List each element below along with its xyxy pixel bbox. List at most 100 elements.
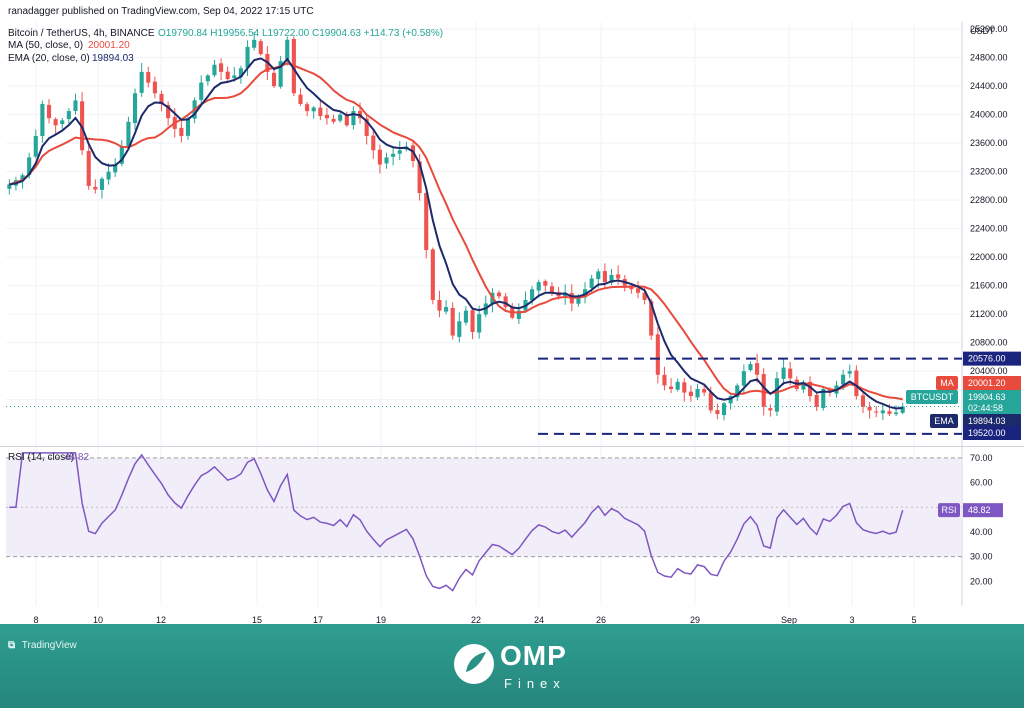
- tradingview-logo-icon: ⧉: [8, 640, 16, 651]
- candle-body: [371, 135, 376, 151]
- candle-body: [900, 406, 905, 413]
- top-bar: ranadagger published on TradingView.com,…: [0, 0, 1024, 22]
- candle-body: [132, 93, 138, 124]
- candle-body: [205, 75, 210, 82]
- candle-body: [338, 114, 343, 121]
- symbol-label: Bitcoin / TetherUS, 4h, BINANCE: [8, 28, 155, 39]
- candle-body: [437, 300, 442, 311]
- price-marker-value-box: [963, 390, 1021, 414]
- candle-body: [715, 410, 720, 414]
- candle-body: [536, 282, 541, 291]
- ema-marker-tag-label: EMA: [934, 416, 954, 426]
- candle-body: [238, 68, 243, 77]
- candle-body: [199, 82, 204, 100]
- omp-leaf-icon: [454, 644, 494, 684]
- ma-marker-value: 20001.20: [968, 378, 1006, 388]
- candle-body: [774, 378, 780, 412]
- price-tick-label: 20800.00: [970, 338, 1008, 348]
- tradingview-credit[interactable]: ⧉ TradingView: [8, 640, 77, 651]
- candle-body: [99, 178, 105, 190]
- candle-body: [761, 374, 766, 407]
- rsi-legend-value: 48.82: [64, 452, 89, 463]
- candle-body: [391, 153, 396, 157]
- candle-body: [768, 408, 773, 411]
- price-marker-countdown: 02:44:58: [968, 403, 1003, 413]
- candle-body: [179, 127, 184, 137]
- candle-body: [503, 296, 508, 308]
- candle-body: [649, 301, 654, 336]
- rsi-tick-label: 30.00: [970, 552, 993, 562]
- time-tick-label: 15: [252, 615, 262, 624]
- ma-legend-value: 20001.20: [88, 40, 130, 51]
- candle-body: [311, 107, 316, 112]
- time-tick-label: Sep: [781, 615, 797, 624]
- candle-body: [457, 321, 462, 337]
- time-tick-label: 22: [471, 615, 481, 624]
- candle-body: [252, 39, 257, 48]
- price-tick-label: 24400.00: [970, 81, 1008, 91]
- ema-legend-value: 19894.03: [92, 53, 134, 64]
- candle-body: [271, 72, 277, 87]
- candle-body: [212, 64, 217, 76]
- candle-body: [470, 310, 475, 332]
- candle-body: [318, 107, 323, 117]
- candle-body: [139, 71, 144, 93]
- price-tick-label: 24800.00: [970, 53, 1008, 63]
- price-tick-label: 20400.00: [970, 366, 1008, 376]
- time-tick-label: 8: [33, 615, 38, 624]
- candle-body: [609, 274, 614, 283]
- rsi-tag: [938, 503, 960, 518]
- candle-body: [278, 61, 283, 87]
- candle-body: [46, 104, 52, 119]
- candle-body: [40, 103, 45, 137]
- candle-body: [73, 100, 78, 111]
- tradingview-label: TradingView: [21, 640, 77, 651]
- candle-body: [880, 410, 885, 414]
- ema-marker-value-box: [963, 414, 1021, 428]
- candle-body: [735, 385, 740, 398]
- candle-body: [146, 72, 151, 83]
- level-low-value: 19520.00: [968, 428, 1006, 438]
- rsi-value: 48.82: [968, 505, 991, 515]
- candle-body: [530, 289, 535, 301]
- candle-body: [417, 161, 422, 194]
- candle-body: [106, 171, 111, 180]
- price-tick-label: 24000.00: [970, 110, 1008, 120]
- time-tick-label: 29: [690, 615, 700, 624]
- price-marker-tag-label: BTCUSDT: [911, 392, 954, 402]
- ma-line: [8, 62, 903, 401]
- candle-body: [821, 388, 826, 408]
- candle-body: [894, 412, 899, 415]
- candle-body: [66, 111, 71, 120]
- candle-body: [543, 281, 548, 286]
- candle-body: [430, 249, 435, 300]
- candle-body: [27, 157, 32, 175]
- candle-body: [285, 39, 290, 62]
- candle-body: [159, 93, 164, 104]
- rsi-tick-label: 70.00: [970, 453, 993, 463]
- candle-body: [695, 388, 700, 398]
- candle-body: [126, 121, 131, 148]
- candle-body: [7, 184, 12, 189]
- candle-body: [669, 386, 674, 389]
- ema-marker-tag: [930, 414, 958, 428]
- level-high-value: 20576.00: [968, 354, 1006, 364]
- candle-body: [748, 364, 753, 371]
- candle-body: [119, 146, 124, 164]
- time-tick-label: 10: [93, 615, 103, 624]
- candle-body: [589, 278, 594, 288]
- candle-body: [814, 394, 819, 407]
- candle-body: [860, 395, 866, 407]
- rsi-legend-label: RSI (14, close): [8, 452, 74, 463]
- price-tick-label: 22400.00: [970, 224, 1008, 234]
- candle-body: [755, 363, 760, 375]
- candle-body: [596, 271, 601, 280]
- rsi-value-box: [963, 503, 1003, 518]
- candle-body: [113, 164, 118, 173]
- brand-subtitle: Finex: [504, 676, 566, 691]
- rsi-line: [9, 452, 904, 592]
- candle-body: [788, 368, 793, 379]
- candle-body: [364, 118, 369, 137]
- candle-body: [351, 111, 356, 126]
